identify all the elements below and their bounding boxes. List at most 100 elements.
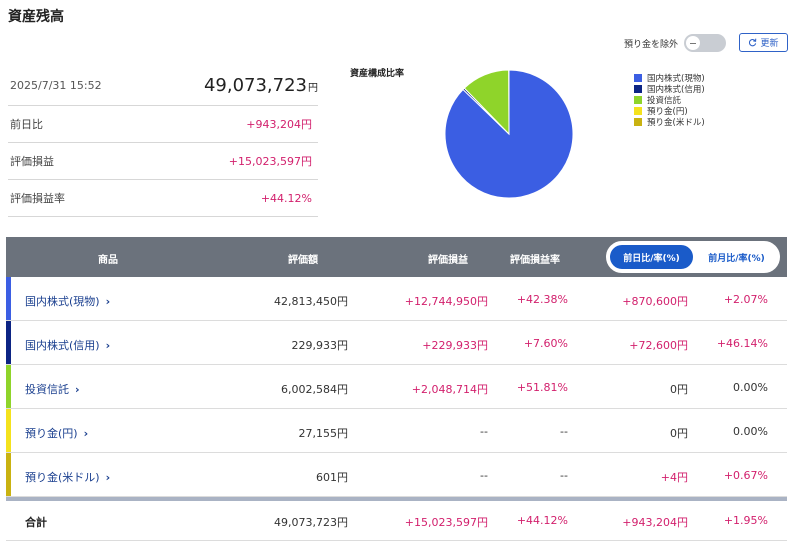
table-row: 国内株式(信用) › 229,933円 +229,933円 +7.60% +72,… — [6, 321, 787, 365]
composition-pie-chart — [444, 69, 574, 199]
row-change-rate: +0.67% — [723, 469, 768, 482]
table-total-row: 合計 49,073,723円 +15,023,597円 +44.12% +943… — [6, 501, 787, 541]
exclude-deposits-label: 預り金を除外 — [624, 39, 679, 50]
legend-swatch — [634, 84, 642, 93]
row-pl: +2,048,714円 — [411, 383, 488, 396]
composition-title: 資産構成比率 — [350, 69, 405, 79]
chevron-right-icon: › — [105, 471, 111, 484]
row-pl-rate: +7.60% — [523, 337, 568, 350]
row-name-link[interactable]: 国内株式(信用) › — [25, 337, 110, 353]
row-name-link[interactable]: 国内株式(現物) › — [25, 293, 110, 309]
row-name: 投資信託 — [25, 383, 69, 396]
summary-datetime: 2025/7/31 15:52 — [10, 79, 102, 92]
row-name-link[interactable]: 投資信託 › — [25, 381, 80, 397]
row-pl: +229,933円 — [422, 339, 488, 352]
row-color-bar — [6, 277, 11, 320]
legend-item: 国内株式(現物) — [634, 72, 705, 84]
exclude-deposits-control: 預り金を除外 — [624, 34, 727, 52]
row-pl: -- — [480, 469, 488, 482]
row-change-rate: 0.00% — [733, 381, 768, 394]
legend-item: 預り金(米ドル) — [634, 116, 705, 128]
refresh-button[interactable]: 更新 — [739, 33, 788, 52]
row-change: 0円 — [670, 383, 688, 396]
header-pl-rate: 評価損益率 — [510, 255, 560, 266]
row-value: 229,933円 — [291, 339, 349, 352]
row-value: 601円 — [316, 471, 348, 484]
summary-value: +943,204円 — [246, 118, 312, 131]
chevron-right-icon: › — [75, 383, 80, 396]
legend-item: 国内株式(信用) — [634, 83, 705, 95]
table-row: 国内株式(現物) › 42,813,450円 +12,744,950円 +42.3… — [6, 277, 787, 321]
row-change: +870,600円 — [622, 295, 688, 308]
row-color-bar — [6, 409, 11, 452]
legend-item: 預り金(円) — [634, 105, 705, 117]
row-change: +72,600円 — [629, 339, 688, 352]
summary-row-unrealized-pl: 評価損益 +15,023,597円 — [8, 143, 318, 180]
legend-label: 預り金(円) — [647, 106, 688, 117]
row-name: 国内株式(信用) — [25, 339, 100, 352]
row-name: 預り金(円) — [25, 427, 78, 440]
chevron-right-icon: › — [105, 295, 111, 308]
summary-row-unrealized-pl-rate: 評価損益率 +44.12% — [8, 180, 318, 217]
summary-row-day-change: 前日比 +943,204円 — [8, 106, 318, 143]
total-value: 49,073,723円 — [274, 516, 348, 529]
summary-panel: 2025/7/31 15:52 49,073,723円 前日比 +943,204… — [8, 66, 318, 217]
row-color-bar — [6, 365, 11, 408]
header-pl: 評価損益 — [428, 255, 468, 266]
summary-value: +15,023,597円 — [228, 155, 312, 168]
row-name: 預り金(米ドル) — [25, 471, 100, 484]
holdings-table: 商品 評価額 評価損益 評価損益率 前日比/率(%) 前月比/率(%) 国内株式… — [6, 237, 787, 541]
legend-item: 投資信託 — [634, 94, 705, 106]
summary-value: +44.12% — [260, 191, 312, 205]
total-divider — [6, 497, 787, 501]
row-change-rate: 0.00% — [733, 425, 768, 438]
summary-label: 評価損益率 — [10, 192, 65, 205]
tab-month-change[interactable]: 前月比/率(%) — [708, 253, 765, 264]
row-pl-rate: -- — [560, 469, 568, 482]
exclude-deposits-toggle[interactable] — [684, 34, 727, 52]
tab-day-change[interactable]: 前日比/率(%) — [608, 243, 695, 271]
header-value: 評価額 — [288, 255, 318, 266]
table-row: 預り金(円) › 27,155円 -- -- 0円 0.00% — [6, 409, 787, 453]
row-change: +4円 — [660, 471, 688, 484]
table-row: 預り金(米ドル) › 601円 -- -- +4円 +0.67% — [6, 453, 787, 497]
table-header: 商品 評価額 評価損益 評価損益率 前日比/率(%) 前月比/率(%) — [6, 237, 787, 277]
row-color-bar — [6, 453, 11, 496]
legend-label: 投資信託 — [647, 95, 682, 106]
legend-label: 国内株式(現物) — [647, 73, 705, 84]
row-value: 42,813,450円 — [274, 295, 348, 308]
refresh-icon — [749, 38, 757, 47]
row-name-link[interactable]: 預り金(米ドル) › — [25, 469, 110, 485]
summary-total-row: 2025/7/31 15:52 49,073,723円 — [8, 66, 318, 106]
total-label: 合計 — [25, 516, 47, 529]
legend-swatch — [634, 95, 642, 104]
summary-label: 前日比 — [10, 118, 43, 131]
refresh-label: 更新 — [760, 39, 779, 49]
total-change-rate: +1.95% — [723, 514, 768, 527]
row-color-bar — [6, 321, 11, 364]
summary-total: 49,073,723円 — [204, 75, 318, 96]
row-name-link[interactable]: 預り金(円) › — [25, 425, 88, 441]
row-change: 0円 — [670, 427, 688, 440]
row-pl: +12,744,950円 — [404, 295, 488, 308]
chevron-right-icon: › — [83, 427, 89, 440]
composition-legend: 国内株式(現物) 国内株式(信用) 投資信託 預り金(円) 預り金(米ドル) — [634, 72, 705, 128]
row-pl-rate: -- — [560, 425, 568, 438]
summary-total-value: 49,073,723 — [203, 75, 307, 96]
row-change-rate: +2.07% — [723, 293, 768, 306]
table-row: 投資信託 › 6,002,584円 +2,048,714円 +51.81% 0円 … — [6, 365, 787, 409]
row-pl-rate: +42.38% — [516, 293, 568, 306]
row-value: 27,155円 — [298, 427, 349, 440]
row-pl: -- — [480, 425, 488, 438]
summary-total-unit: 円 — [308, 83, 318, 94]
header-product: 商品 — [98, 255, 118, 266]
chevron-right-icon: › — [105, 339, 111, 352]
legend-label: 預り金(米ドル) — [647, 117, 705, 128]
legend-label: 国内株式(信用) — [647, 84, 705, 95]
period-toggle: 前日比/率(%) 前月比/率(%) — [606, 241, 780, 273]
total-change: +943,204円 — [622, 516, 688, 529]
legend-swatch — [634, 106, 642, 115]
total-pl-rate: +44.12% — [516, 514, 568, 527]
row-change-rate: +46.14% — [716, 337, 768, 350]
row-name: 国内株式(現物) — [25, 295, 100, 308]
